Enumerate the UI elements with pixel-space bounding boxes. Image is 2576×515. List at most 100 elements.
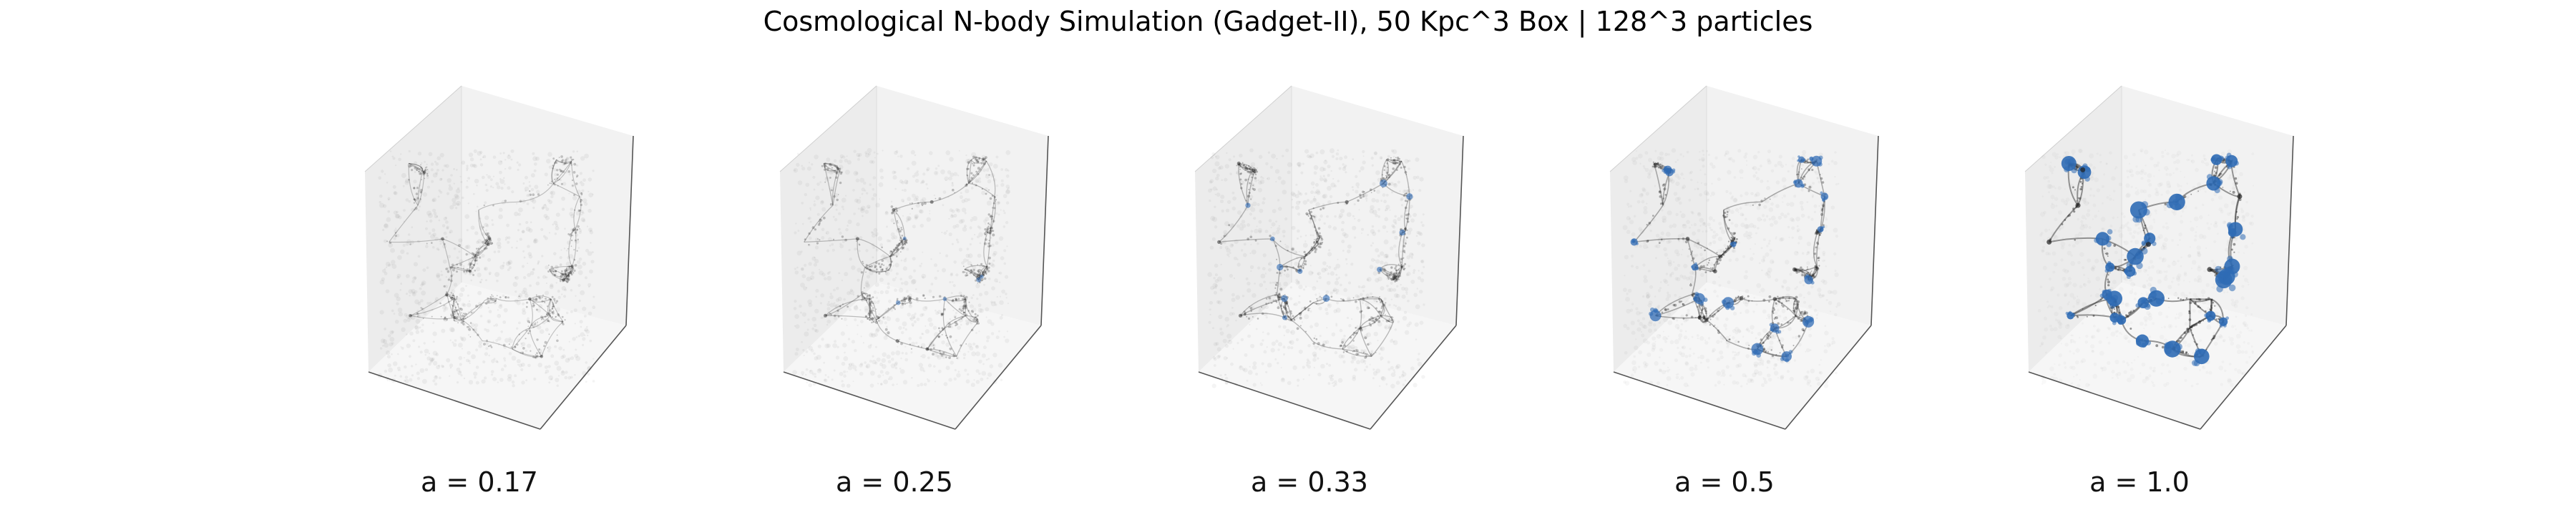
particle — [1692, 254, 1697, 259]
particle — [545, 276, 548, 279]
particle — [453, 182, 455, 185]
particle — [874, 282, 879, 288]
particle — [1284, 301, 1287, 304]
particle — [1287, 305, 1289, 307]
particle — [1778, 315, 1782, 318]
particle — [1362, 149, 1365, 154]
particle — [545, 265, 549, 270]
particle — [1212, 327, 1214, 330]
particle — [523, 256, 526, 259]
particle — [1237, 210, 1241, 215]
particle — [514, 275, 519, 280]
particle — [860, 320, 864, 323]
particle — [514, 276, 517, 279]
particle — [414, 166, 417, 170]
particle — [1770, 215, 1776, 221]
particle — [859, 308, 862, 311]
particle — [415, 330, 420, 335]
particle — [1363, 334, 1368, 339]
particle — [894, 207, 898, 210]
particle — [1742, 255, 1745, 258]
particle — [803, 286, 807, 290]
particle — [404, 379, 406, 382]
particle — [564, 270, 567, 273]
panel-label: a = 0.33 — [1251, 466, 1368, 498]
particle — [1308, 252, 1311, 255]
particle — [962, 308, 964, 310]
particle — [443, 318, 446, 320]
particle — [424, 227, 428, 230]
particle — [1372, 296, 1374, 298]
particle — [1397, 162, 1399, 165]
panel-label: a = 0.25 — [836, 466, 953, 498]
particle — [1365, 366, 1368, 368]
particle — [932, 344, 935, 346]
particle — [871, 243, 874, 247]
particle — [499, 152, 502, 154]
particle — [399, 369, 401, 371]
particle — [947, 301, 950, 304]
particle — [909, 318, 914, 321]
particle — [546, 159, 551, 164]
particle — [406, 293, 408, 295]
particle — [1649, 381, 1653, 386]
particle — [834, 218, 838, 222]
particle — [906, 247, 909, 251]
particle — [1385, 193, 1389, 197]
particle — [587, 366, 592, 371]
particle — [846, 383, 851, 388]
particle — [455, 310, 457, 312]
particle — [514, 345, 517, 348]
filament — [893, 210, 905, 239]
particle — [872, 188, 875, 191]
particle — [907, 313, 911, 317]
particle — [992, 207, 994, 209]
particle — [1796, 225, 1799, 227]
particle — [441, 169, 444, 172]
particle — [548, 375, 554, 381]
particle — [972, 268, 975, 272]
particle — [957, 297, 959, 299]
particle — [584, 315, 587, 318]
particle — [537, 276, 540, 279]
particle — [965, 379, 970, 384]
particle — [1292, 250, 1297, 255]
particle — [503, 308, 508, 313]
particle — [579, 229, 582, 232]
particle — [398, 312, 403, 317]
particle — [1310, 247, 1312, 250]
particle — [1372, 322, 1375, 325]
particle — [389, 150, 392, 152]
particle — [535, 294, 537, 296]
particle — [867, 312, 870, 315]
left-pane — [365, 86, 462, 372]
particle — [1340, 339, 1345, 343]
particle — [470, 225, 475, 230]
particle — [1335, 273, 1338, 276]
particle — [1370, 292, 1372, 295]
particle — [1257, 179, 1259, 182]
particle — [483, 376, 487, 380]
particle — [852, 189, 855, 192]
particle — [1006, 245, 1008, 247]
particle — [1773, 220, 1778, 225]
halo — [942, 297, 947, 301]
filament — [573, 196, 580, 230]
particle — [858, 250, 861, 252]
particle — [843, 370, 847, 373]
particle — [502, 264, 505, 267]
particle — [570, 239, 573, 242]
particle — [1250, 230, 1254, 233]
particle — [819, 219, 823, 222]
simulation-panel: a = 0.33 — [1109, 72, 1510, 515]
filament — [530, 295, 552, 300]
particle — [1687, 385, 1689, 387]
particle — [832, 343, 837, 348]
particle — [1402, 265, 1405, 268]
particle — [472, 264, 475, 267]
filament — [553, 182, 580, 197]
particle — [966, 259, 970, 262]
particle — [518, 363, 523, 368]
particle — [962, 227, 967, 232]
particle — [422, 192, 427, 197]
